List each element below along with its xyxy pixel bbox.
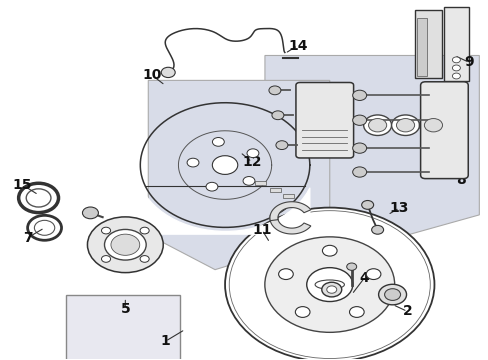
Circle shape: [246, 149, 258, 158]
Ellipse shape: [314, 280, 344, 289]
Text: 8: 8: [456, 173, 465, 187]
Circle shape: [384, 289, 400, 301]
FancyBboxPatch shape: [420, 82, 468, 179]
Circle shape: [346, 263, 356, 270]
Bar: [269, 188, 280, 192]
Circle shape: [271, 111, 284, 120]
Bar: [283, 194, 293, 198]
Circle shape: [87, 217, 163, 273]
Circle shape: [306, 267, 352, 302]
Circle shape: [212, 138, 224, 146]
Text: 14: 14: [287, 39, 307, 53]
Circle shape: [140, 256, 149, 262]
Circle shape: [268, 86, 280, 95]
Text: 5: 5: [120, 302, 130, 316]
Text: 2: 2: [402, 305, 411, 319]
Circle shape: [102, 227, 110, 234]
Text: 10: 10: [142, 68, 162, 82]
Text: 15: 15: [13, 178, 32, 192]
Text: 12: 12: [242, 155, 261, 169]
Circle shape: [371, 225, 383, 234]
Bar: [416, 18, 426, 76]
Circle shape: [111, 234, 140, 255]
Text: 7: 7: [23, 231, 32, 245]
Text: 4: 4: [359, 271, 369, 285]
Polygon shape: [269, 202, 310, 221]
Circle shape: [243, 176, 254, 185]
Circle shape: [349, 307, 364, 318]
Circle shape: [363, 115, 391, 135]
Text: 9: 9: [464, 55, 473, 69]
Circle shape: [205, 182, 218, 191]
Circle shape: [102, 256, 110, 262]
Circle shape: [326, 286, 336, 293]
Bar: [414, 10, 442, 78]
Circle shape: [104, 229, 146, 260]
Circle shape: [295, 307, 309, 318]
Polygon shape: [264, 55, 478, 250]
Circle shape: [368, 118, 386, 132]
Circle shape: [352, 115, 366, 125]
Circle shape: [187, 158, 199, 167]
Circle shape: [352, 90, 366, 100]
Circle shape: [419, 115, 447, 135]
Circle shape: [396, 118, 414, 132]
Circle shape: [451, 65, 459, 71]
Circle shape: [361, 201, 373, 209]
Polygon shape: [148, 80, 329, 270]
Text: 1: 1: [160, 334, 170, 348]
Circle shape: [161, 67, 175, 77]
Circle shape: [352, 143, 366, 153]
Text: 6: 6: [98, 225, 107, 239]
Circle shape: [264, 237, 394, 332]
Circle shape: [321, 282, 341, 297]
FancyBboxPatch shape: [295, 82, 353, 158]
Circle shape: [275, 141, 287, 149]
Circle shape: [352, 167, 366, 177]
Bar: [444, 7, 468, 81]
Circle shape: [322, 245, 336, 256]
Bar: [65, 294, 180, 360]
Circle shape: [378, 284, 406, 305]
Circle shape: [366, 269, 380, 279]
Text: 13: 13: [389, 201, 408, 215]
Circle shape: [278, 269, 293, 279]
Circle shape: [140, 227, 149, 234]
Polygon shape: [269, 215, 310, 234]
Text: 3: 3: [314, 271, 324, 285]
Bar: [267, 242, 322, 297]
Circle shape: [451, 73, 459, 79]
Text: 11: 11: [252, 223, 271, 237]
Circle shape: [212, 156, 237, 174]
Circle shape: [451, 57, 459, 63]
Circle shape: [424, 118, 442, 132]
Circle shape: [82, 207, 98, 219]
Bar: [254, 181, 265, 185]
Circle shape: [224, 208, 433, 360]
Circle shape: [391, 115, 419, 135]
